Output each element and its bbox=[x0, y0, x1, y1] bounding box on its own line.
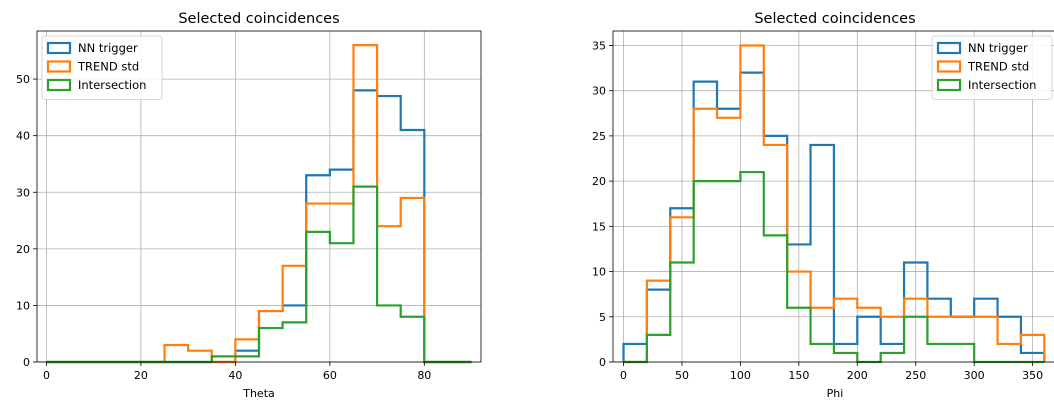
theta-y-tick-label: 0 bbox=[23, 356, 30, 369]
theta-x-tick-label: 80 bbox=[417, 369, 431, 382]
theta-x-tick-label: 60 bbox=[323, 369, 337, 382]
phi-legend-label: NN trigger bbox=[968, 41, 1028, 55]
phi-series-intersection-step bbox=[623, 170, 1045, 364]
theta-legend-label: Intersection bbox=[78, 78, 146, 92]
theta-x-tick-label: 20 bbox=[134, 369, 148, 382]
theta-y-tick-label: 30 bbox=[16, 186, 30, 199]
phi-x-tick-label: 100 bbox=[730, 369, 751, 382]
theta-legend-swatch bbox=[46, 41, 72, 55]
theta-x-tick-label: 40 bbox=[228, 369, 242, 382]
theta-chart-title: Selected coincidences bbox=[178, 11, 339, 27]
theta-y-tick-label: 10 bbox=[16, 299, 30, 312]
theta-legend-swatch bbox=[46, 60, 72, 73]
phi-x-tick-label: 350 bbox=[1022, 369, 1043, 382]
phi-legend-box bbox=[931, 35, 1053, 100]
phi-legend-swatch bbox=[936, 60, 962, 73]
theta-y-tick-label: 50 bbox=[16, 73, 30, 86]
theta-x-axis-label: Theta bbox=[242, 387, 275, 400]
theta-legend: NN trigger TREND std Intersection bbox=[41, 35, 163, 100]
phi-y-tick-label: 30 bbox=[592, 85, 606, 98]
theta-plot-frame bbox=[36, 30, 482, 363]
phi-y-tick-label: 25 bbox=[592, 130, 606, 143]
phi-series-trend-std-step bbox=[623, 44, 1046, 364]
phi-chart-title: Selected coincidences bbox=[754, 11, 915, 27]
phi-y-tick-label: 20 bbox=[592, 175, 606, 188]
phi-legend-swatch bbox=[936, 41, 962, 55]
phi-x-axis-label: Phi bbox=[827, 387, 844, 400]
phi-x-tick-label: 0 bbox=[620, 369, 627, 382]
phi-legend-label: TREND std bbox=[967, 60, 1029, 74]
phi-x-tick-label: 250 bbox=[905, 369, 926, 382]
phi-legend: NN trigger TREND std Intersection bbox=[931, 35, 1053, 100]
phi-legend-label: Intersection bbox=[968, 78, 1036, 92]
phi-series-layer bbox=[622, 44, 1046, 364]
theta-axis-ticks: 0 20 40 60 80 0 10 20 30 40 50 bbox=[16, 73, 431, 382]
theta-y-tick-label: 20 bbox=[16, 243, 30, 256]
theta-legend-box bbox=[41, 35, 163, 100]
theta-histogram-panel: Selected coincidences Theta 0 20 40 60 80 0 10… bbox=[16, 11, 482, 400]
phi-y-tick-label: 0 bbox=[599, 356, 606, 369]
phi-axis-ticks: 0 50 100 150 200 250 300 350 0 5 10 15 20 25 30 35 bbox=[592, 39, 1043, 382]
phi-y-tick-label: 10 bbox=[592, 266, 606, 279]
phi-legend-swatch bbox=[936, 78, 962, 92]
phi-x-tick-label: 300 bbox=[964, 369, 985, 382]
phi-plot-frame bbox=[612, 30, 1054, 363]
theta-legend-label: TREND std bbox=[77, 60, 139, 74]
theta-x-tick-label: 0 bbox=[43, 369, 50, 382]
phi-y-tick-label: 5 bbox=[599, 311, 606, 324]
phi-x-tick-label: 150 bbox=[788, 369, 809, 382]
theta-legend-swatch bbox=[46, 78, 72, 92]
phi-y-tick-label: 15 bbox=[592, 220, 606, 233]
phi-x-tick-label: 200 bbox=[847, 369, 868, 382]
phi-x-tick-label: 50 bbox=[675, 369, 689, 382]
theta-series-intersection-step bbox=[46, 185, 472, 364]
phi-histogram-panel: Selected coincidences Phi 0 50 100 150 200 25… bbox=[592, 11, 1054, 400]
theta-y-tick-label: 40 bbox=[16, 130, 30, 143]
theta-legend-label: NN trigger bbox=[78, 41, 138, 55]
phi-y-tick-label: 35 bbox=[592, 39, 606, 52]
